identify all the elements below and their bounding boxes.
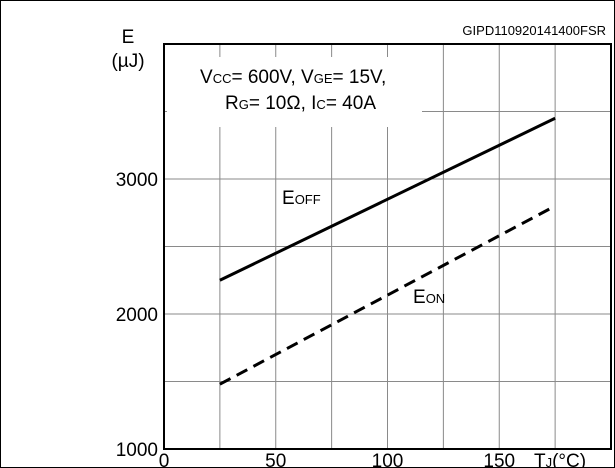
series-label-e-on: EON <box>413 287 445 308</box>
x-tick-label: 100 <box>372 451 404 467</box>
series-line-e-on <box>219 204 556 386</box>
y-tick-label: 1000 <box>116 440 158 461</box>
series-line-e-off <box>219 116 556 282</box>
x-tick-label: 150 <box>483 451 515 467</box>
tick-labels: 0 50 100 150 1000 2000 3000 <box>116 170 515 467</box>
y-axis-unit: (µJ) <box>111 51 144 72</box>
conditions-line-2: RG= 10Ω, IC= 40A <box>225 93 376 114</box>
y-tick-label: 3000 <box>116 170 158 191</box>
conditions-box <box>167 57 422 127</box>
series-lines <box>219 116 556 386</box>
plot-area <box>163 43 612 450</box>
conditions-line-1: VCC= 600V, VGE= 15V, <box>200 67 386 88</box>
y-axis-label: E <box>122 27 135 48</box>
figure-code: GIPD110920141400FSR <box>462 23 606 38</box>
x-axis-label: TJ(°C) <box>534 451 586 467</box>
series-label-e-off: EOFF <box>282 188 321 209</box>
y-tick-label: 2000 <box>116 305 158 326</box>
x-tick-label: 50 <box>265 451 286 467</box>
x-tick-label: 0 <box>159 451 170 467</box>
